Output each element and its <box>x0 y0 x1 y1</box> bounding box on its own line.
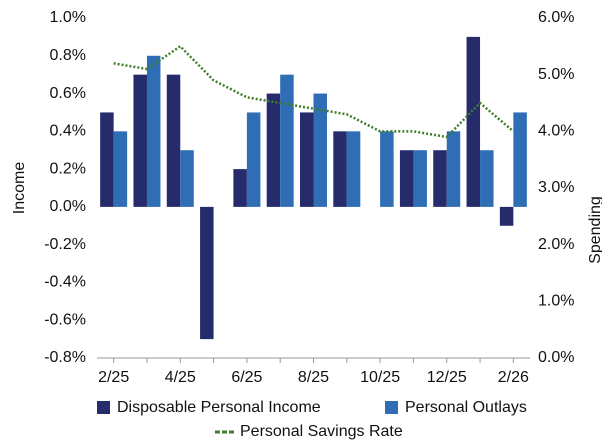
bar <box>313 93 327 207</box>
x-tick-label: 12/25 <box>427 369 467 386</box>
y-tick-label: -0.6% <box>44 311 86 328</box>
legend-swatch <box>385 401 398 414</box>
x-tick-label: 10/25 <box>360 369 400 386</box>
bar <box>266 93 281 207</box>
bar <box>466 36 481 207</box>
savings-line <box>113 44 515 139</box>
y-tick-label: 1.0% <box>50 9 86 26</box>
bar <box>133 74 147 207</box>
y-tick-label: -0.2% <box>44 236 86 253</box>
bar <box>513 112 527 207</box>
y-tick-label: -0.4% <box>44 274 86 291</box>
y-tick-label: 0.2% <box>50 160 86 177</box>
bar <box>166 74 181 207</box>
bar <box>146 55 161 207</box>
legend-label: Disposable Personal Income <box>117 399 321 416</box>
y-tick-label: -0.8% <box>44 349 86 366</box>
bar <box>113 131 128 207</box>
bar <box>446 131 461 207</box>
x-tick-label: 6/25 <box>231 369 262 386</box>
bar <box>433 150 447 207</box>
y-tick-label: 0.0% <box>50 198 86 215</box>
bar <box>300 112 314 207</box>
bar <box>246 112 261 207</box>
y-tick-label: 0.6% <box>50 85 86 102</box>
bar <box>413 150 427 207</box>
y2-tick-label: 5.0% <box>538 66 574 83</box>
y2-tick-label: 4.0% <box>538 123 574 140</box>
bar <box>499 206 514 226</box>
y-tick-label: 0.8% <box>50 47 86 64</box>
bar <box>346 131 361 207</box>
bar <box>200 206 214 340</box>
bar <box>480 150 494 207</box>
y2-axis-label: Spending <box>587 196 602 264</box>
legend-swatch <box>97 401 110 414</box>
bar <box>333 131 347 207</box>
bar <box>280 74 294 207</box>
legend-label: Personal Savings Rate <box>240 423 403 440</box>
x-tick-label: 2/25 <box>98 369 129 386</box>
bar <box>399 150 414 207</box>
bar <box>180 150 194 207</box>
legend-label: Personal Outlays <box>405 399 527 416</box>
y2-tick-label: 6.0% <box>538 9 574 26</box>
y-axis-label: Income <box>11 162 28 215</box>
x-tick-label: 4/25 <box>165 369 196 386</box>
y2-tick-label: 3.0% <box>538 179 574 196</box>
bar <box>233 169 247 207</box>
y-tick-label: 0.4% <box>50 123 86 140</box>
y2-tick-label: 2.0% <box>538 236 574 253</box>
y2-tick-label: 0.0% <box>538 349 574 366</box>
y2-tick-label: 1.0% <box>538 293 574 310</box>
x-tick-label: 2/26 <box>498 369 529 386</box>
bar <box>380 131 394 207</box>
x-tick-label: 8/25 <box>298 369 329 386</box>
bar <box>100 112 114 207</box>
